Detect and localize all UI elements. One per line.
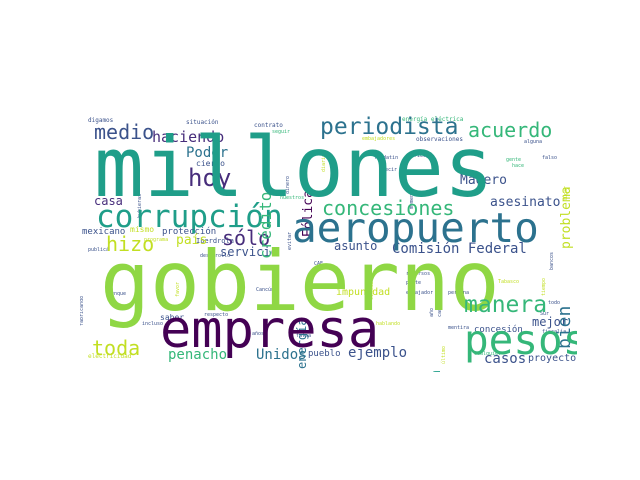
word-acuerdo: acuerdo <box>468 118 553 142</box>
word-medio: medio <box>94 120 155 144</box>
word-casa: casa <box>94 194 123 208</box>
word-fondatin: fondatin <box>374 155 399 161</box>
word-proyecto: proyecto <box>528 353 577 364</box>
word-periodista: periodista <box>320 114 459 140</box>
word-impunidad: impunidad <box>336 287 391 298</box>
word-persona: persona <box>448 290 470 296</box>
word-aeropuerto: aeropuerto <box>292 204 539 252</box>
word-mexicano: mexicano <box>82 227 126 237</box>
word-bancos: bancos <box>549 251 555 270</box>
word-gente: gente <box>506 157 522 163</box>
word-aunque: aunque <box>108 291 127 297</box>
word-seguir: seguir <box>272 129 291 135</box>
word-mentira: mentira <box>448 325 470 331</box>
word-empresa: empresa <box>160 300 380 360</box>
word-digamos: digamos <box>88 117 114 124</box>
word-fabricando: fabricando <box>80 295 85 326</box>
word-concesion: concesión <box>474 325 523 335</box>
word-corrupcion: corrupción <box>96 199 283 235</box>
word-tabasco: Tabasco <box>498 279 520 285</box>
word-proteccion: protección <box>162 227 217 237</box>
word-situacion: situación <box>186 119 219 126</box>
word-falsa: falsa <box>296 333 312 339</box>
word-hablando: hablando <box>376 321 401 327</box>
word-toda: toda <box>92 336 141 360</box>
word-nuestros: nuestros <box>280 195 305 201</box>
word-desarrollo: desarrollo <box>200 253 231 259</box>
word-haciendo: haciendo <box>152 128 225 146</box>
word-unidos: Unidos <box>256 347 307 363</box>
word-asesinato: asesinato <box>490 195 561 210</box>
word-saber: saber <box>160 313 185 322</box>
word-cualquier: cualquier <box>474 351 502 357</box>
word-cloud: digamos situación contrato seguir energí… <box>80 108 577 372</box>
word-gobierno: gobierno <box>100 233 500 330</box>
word-recursos: recursos <box>406 271 431 277</box>
word-ultimo: último <box>441 345 447 364</box>
word-poder: Poder <box>186 145 229 161</box>
word-respecto: respecto <box>204 312 229 318</box>
word-cae: CAE <box>314 261 324 267</box>
word-energia-electrica: energía eléctrica <box>402 116 464 123</box>
word-manera: manera <box>464 292 548 318</box>
word-comision: Comisión Federal <box>392 241 527 257</box>
word-observaciones: observaciones <box>416 136 463 143</box>
word-gasto: hace <box>512 163 525 169</box>
word-pueblo: pueblo <box>308 349 341 359</box>
word-alguna: alguna <box>524 139 543 145</box>
word-falso: falso <box>542 155 558 161</box>
word-anos: años <box>252 331 265 337</box>
word-contrato: contrato <box>254 122 283 129</box>
word-madero: Madero <box>460 173 507 188</box>
word-publica: publicá <box>88 247 110 253</box>
word-millones: millones <box>94 119 494 216</box>
word-electricidad: electricidad <box>88 353 132 360</box>
word-programa: programa <box>144 237 169 243</box>
word-embajador: embajador <box>406 290 434 296</box>
word-dieron: decir <box>382 167 398 173</box>
word-todo: todo <box>548 300 561 306</box>
word-solo: sólo <box>222 226 271 250</box>
word-parte: parte <box>406 280 422 286</box>
word-hoy: hoy <box>188 164 232 192</box>
word-servicio: servicio <box>220 245 278 259</box>
word-concesiones: concesiones <box>322 196 455 220</box>
word-fiscalia: fiscalía <box>542 329 567 335</box>
word-asunto: asunto <box>334 239 378 253</box>
word-mismo: mismo <box>130 225 155 234</box>
word-cierto: cierto <box>196 159 225 168</box>
word-cancun: Cancún <box>256 287 275 293</box>
word-casos: casos <box>484 351 527 367</box>
word-pais: país <box>176 233 208 248</box>
word-incluso: incluso <box>142 321 164 327</box>
word-riesgo: riesgo <box>414 153 433 159</box>
word-sur: Sur <box>540 311 550 317</box>
word-problema: problema <box>559 186 574 249</box>
word-hizo: hizo <box>106 232 155 256</box>
word-ejemplo: ejemplo <box>348 345 408 361</box>
word-embajadores: embajadores <box>362 136 396 142</box>
word-penacho: penacho <box>168 347 228 363</box>
word-iberdrola: Iberdrola <box>196 237 234 245</box>
word-informacion: información <box>429 370 444 372</box>
word-mejor: mejor <box>532 315 569 329</box>
word-pesos: pesos <box>464 316 577 364</box>
